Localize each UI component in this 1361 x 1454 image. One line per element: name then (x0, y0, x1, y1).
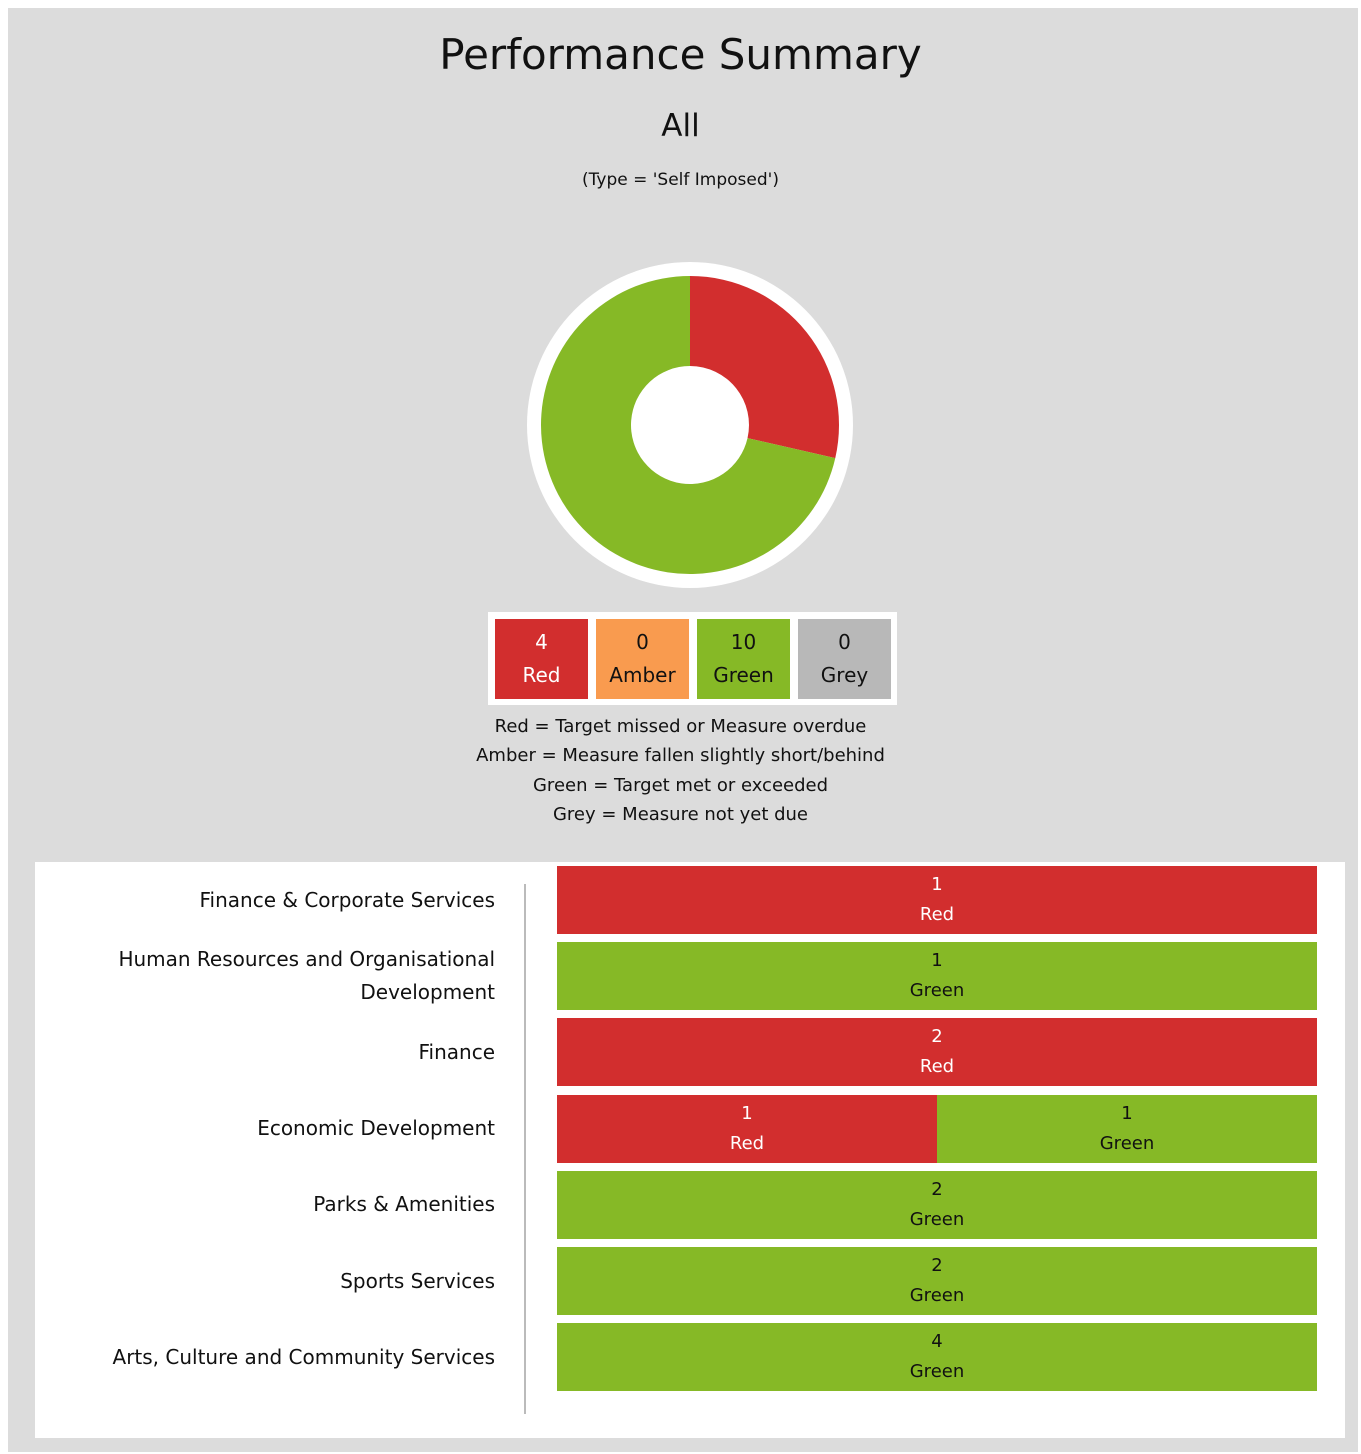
segment-name: Red (729, 1132, 765, 1154)
row-label: Sports Services (340, 1268, 495, 1293)
row-label: Finance (418, 1039, 495, 1064)
segment-value: 2 (931, 1026, 943, 1048)
row-label: Parks & Amenities (313, 1192, 495, 1217)
segment-name: Green (909, 1208, 965, 1230)
bar-segment: 1 Green (937, 1094, 1317, 1163)
legend-note: Amber = Measure fallen slightly short/be… (476, 745, 885, 767)
segment-value: 4 (931, 1331, 943, 1353)
title: Performance Summary (439, 30, 922, 79)
legend-label: Red (522, 663, 561, 687)
segment-name: Red (919, 1056, 955, 1078)
divider (524, 884, 526, 1414)
legend-value: 0 (838, 630, 851, 654)
segment-value: 1 (741, 1102, 753, 1124)
segment-value: 1 (931, 874, 943, 895)
filter: (Type = 'Self Imposed') (582, 170, 779, 190)
legend-box: 0 Grey (798, 619, 891, 699)
segment-value: 1 (1121, 1102, 1133, 1124)
legend-box: 0 Amber (596, 619, 689, 699)
bar-segment: 2 Green (557, 1170, 1317, 1239)
row-label: Arts, Culture and Community Services (112, 1344, 495, 1369)
legend-value: 0 (636, 630, 649, 654)
bar-segment: 2 Red (557, 1018, 1317, 1087)
donut-slice (690, 276, 840, 459)
segment-value: 2 (931, 1255, 943, 1276)
legend-box: 4 Red (495, 619, 588, 699)
segment-name: Green (1099, 1132, 1155, 1154)
bar-segment: 1 Red (557, 866, 1317, 934)
legend-label: Amber (609, 663, 676, 687)
legend-box: 10 Green (697, 619, 790, 699)
legend-value: 10 (730, 630, 757, 654)
bar-segment: 2 Green (557, 1247, 1317, 1315)
bar-segment: 4 Green (557, 1323, 1317, 1392)
row-label: Human Resources and Organisational Devel… (118, 947, 495, 1005)
donut-slice (541, 276, 836, 575)
legend-value: 4 (535, 630, 548, 654)
segment-value: 1 (931, 950, 943, 972)
segment-name: Green (909, 1361, 965, 1383)
legend-note: Grey = Measure not yet due (552, 803, 809, 825)
legend-note: Green = Target met or exceeded (532, 774, 829, 796)
segment-name: Red (919, 904, 955, 925)
row-label: Economic Development (257, 1116, 495, 1141)
subtitle: All (661, 108, 700, 144)
legend-label: Green (713, 663, 774, 687)
bar-segment: 1 Red (557, 1094, 937, 1163)
legend: 4 Red 0 Amber 10 Green 0 Grey (488, 612, 897, 705)
bar-segment: 1 Green (557, 942, 1317, 1011)
segment-value: 2 (931, 1178, 943, 1200)
segment-name: Green (909, 980, 965, 1002)
segment-name: Green (909, 1285, 965, 1306)
row-label: Finance & Corporate Services (199, 887, 496, 912)
legend-label: Grey (820, 663, 869, 687)
donut-chart (527, 262, 853, 588)
legend-note: Red = Target missed or Measure overdue (494, 716, 867, 737)
